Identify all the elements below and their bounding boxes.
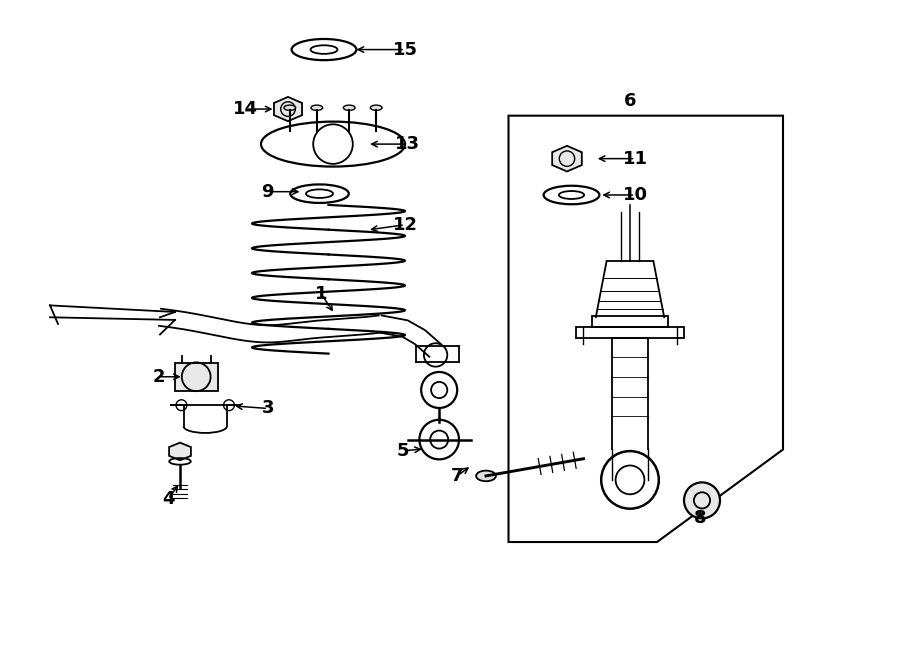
Text: 4: 4	[162, 490, 175, 508]
Text: 2: 2	[152, 368, 165, 386]
Text: 1: 1	[315, 285, 328, 303]
Polygon shape	[169, 443, 191, 460]
Ellipse shape	[311, 105, 323, 110]
Text: 9: 9	[261, 182, 274, 201]
Bar	[576, 327, 684, 338]
Text: 6: 6	[624, 92, 636, 110]
Polygon shape	[274, 97, 302, 121]
Text: 12: 12	[392, 215, 418, 234]
Text: 10: 10	[623, 186, 648, 204]
Text: 3: 3	[262, 399, 274, 418]
Text: 14: 14	[233, 100, 258, 118]
Text: 11: 11	[623, 149, 648, 168]
Text: 5: 5	[397, 442, 410, 460]
Circle shape	[684, 483, 720, 518]
Bar	[592, 316, 668, 327]
Ellipse shape	[284, 105, 296, 110]
Bar	[175, 363, 218, 391]
Text: 7: 7	[451, 467, 464, 485]
Text: 15: 15	[392, 40, 418, 59]
Text: 8: 8	[694, 509, 706, 527]
Ellipse shape	[371, 105, 382, 110]
Ellipse shape	[343, 105, 355, 110]
Polygon shape	[553, 146, 581, 171]
Ellipse shape	[476, 471, 496, 481]
Text: 13: 13	[395, 135, 420, 153]
